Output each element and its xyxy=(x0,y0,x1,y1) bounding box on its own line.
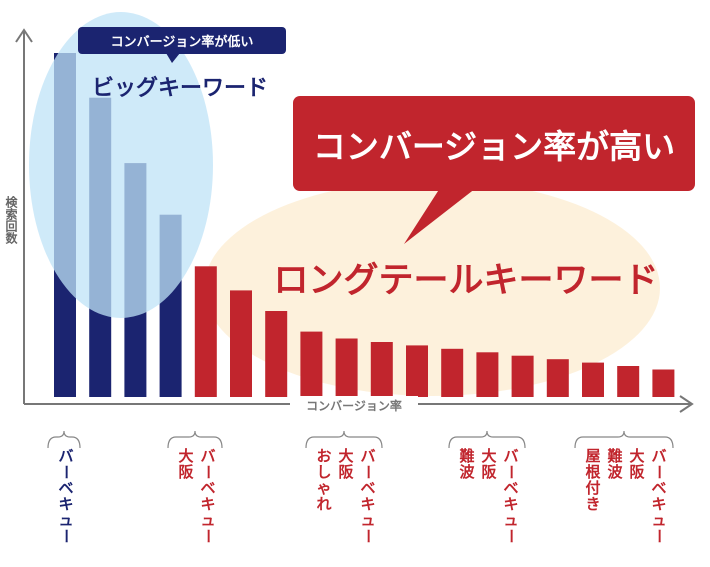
keyword-example-char: ベ xyxy=(360,479,375,497)
long-tail-bar-11 xyxy=(546,359,569,397)
long-tail-bar-4 xyxy=(300,331,323,397)
keyword-example-char: 阪 xyxy=(629,463,645,481)
keyword-example-char: 波 xyxy=(459,463,475,481)
keyword-example-char: バ xyxy=(58,447,73,465)
keyword-example-char: ベ xyxy=(503,479,518,497)
keyword-example-char: ゃ xyxy=(316,479,331,497)
long-tail-bar-13 xyxy=(617,366,640,397)
keyword-example-char: 波 xyxy=(607,463,623,481)
keyword-example-char: ベ xyxy=(651,479,666,497)
x-axis-label-background xyxy=(290,396,418,414)
keyword-example-char: キ xyxy=(360,495,375,513)
big-keyword-label: ビッグキーワード xyxy=(92,75,268,101)
keyword-example-char: 難 xyxy=(459,447,474,465)
keyword-example-char: ー xyxy=(650,528,668,543)
keyword-example-char: 根 xyxy=(585,463,600,481)
long-tail-keyword-label: ロングテールキーワード xyxy=(273,261,658,301)
keyword-example-char: し xyxy=(316,463,331,481)
long-tail-bar-12 xyxy=(582,362,604,397)
keyword-example-char: ー xyxy=(199,464,217,479)
long-tail-bar-5 xyxy=(335,338,358,397)
keyword-example-char: バ xyxy=(503,447,518,465)
keyword-example-char: キ xyxy=(503,495,518,513)
keyword-example-char: ー xyxy=(359,528,377,543)
x-axis-arrow xyxy=(679,395,694,413)
keyword-group-brace xyxy=(574,430,674,449)
keyword-example-char: キ xyxy=(200,495,215,513)
keyword-example-char: ュ xyxy=(58,511,73,529)
long-tail-bar-6 xyxy=(370,342,393,397)
keyword-example-char: バ xyxy=(360,447,375,465)
keyword-example-char: 屋 xyxy=(585,447,600,465)
long-tail-bar-14 xyxy=(652,369,675,397)
keyword-example-char: ー xyxy=(57,528,75,543)
keyword-example-char: ー xyxy=(502,528,520,543)
keyword-example-char: ー xyxy=(502,464,520,479)
low-conversion-badge: コンバージョン率が低い xyxy=(78,27,286,63)
keyword-example-char: バ xyxy=(651,447,666,465)
keyword-examples: バーベキュー大阪バーベキューおしゃれ大阪バーベキュー難波大阪バーベキュー屋根付き… xyxy=(47,430,674,544)
keyword-example-char: 大 xyxy=(338,447,353,465)
keyword-example-char: キ xyxy=(58,495,73,513)
y-axis-arrow xyxy=(15,28,33,43)
long-tail-bar-7 xyxy=(406,345,428,397)
x-axis-label: コンバージョン率 xyxy=(306,398,402,413)
long-tail-bar-10 xyxy=(511,355,534,397)
keyword-example-char: ュ xyxy=(503,511,518,529)
keyword-example-char: ー xyxy=(650,464,668,479)
keyword-example-char: 大 xyxy=(481,447,496,465)
keyword-example-char: ベ xyxy=(200,479,215,497)
keyword-example-char: 大 xyxy=(178,447,193,465)
long-tail-bar-2 xyxy=(230,290,252,397)
big-keyword-highlight-ellipse xyxy=(29,12,213,318)
keyword-example-char: バ xyxy=(200,447,215,465)
high-conversion-text: コンバージョン率が高い xyxy=(313,127,675,166)
keyword-example-char: 付 xyxy=(585,479,600,497)
keyword-example-char: 阪 xyxy=(338,463,354,481)
long-tail-bar-9 xyxy=(476,352,499,397)
keyword-example-char: ー xyxy=(57,464,75,479)
keyword-example-char: お xyxy=(316,447,331,465)
low-conversion-text: コンバージョン率が低い xyxy=(111,34,254,50)
keyword-example-char: ュ xyxy=(651,511,666,529)
long-tail-bar-1 xyxy=(194,266,217,397)
keyword-group-brace xyxy=(167,430,223,449)
keyword-example-char: キ xyxy=(651,495,666,513)
keyword-group-brace xyxy=(305,430,383,449)
keyword-example-char: ー xyxy=(199,528,217,543)
keyword-example-char: ベ xyxy=(58,479,73,497)
keyword-example-char: ュ xyxy=(200,511,215,529)
keyword-example-char: 大 xyxy=(629,447,644,465)
keyword-group-brace xyxy=(448,430,526,449)
keyword-example-char: ュ xyxy=(360,511,375,529)
keyword-example-char: 阪 xyxy=(481,463,497,481)
high-conversion-callout: コンバージョン率が高い xyxy=(293,96,695,244)
keyword-example-char: ー xyxy=(359,464,377,479)
keyword-example-char: 難 xyxy=(607,447,622,465)
keyword-group-brace xyxy=(47,430,81,449)
long-tail-bar-3 xyxy=(265,311,288,397)
keyword-example-char: き xyxy=(585,495,600,513)
long-tail-bar-8 xyxy=(441,348,464,397)
keyword-example-char: れ xyxy=(316,495,331,513)
y-axis-label: 検索回数 xyxy=(4,195,18,245)
keyword-example-char: 阪 xyxy=(178,463,194,481)
